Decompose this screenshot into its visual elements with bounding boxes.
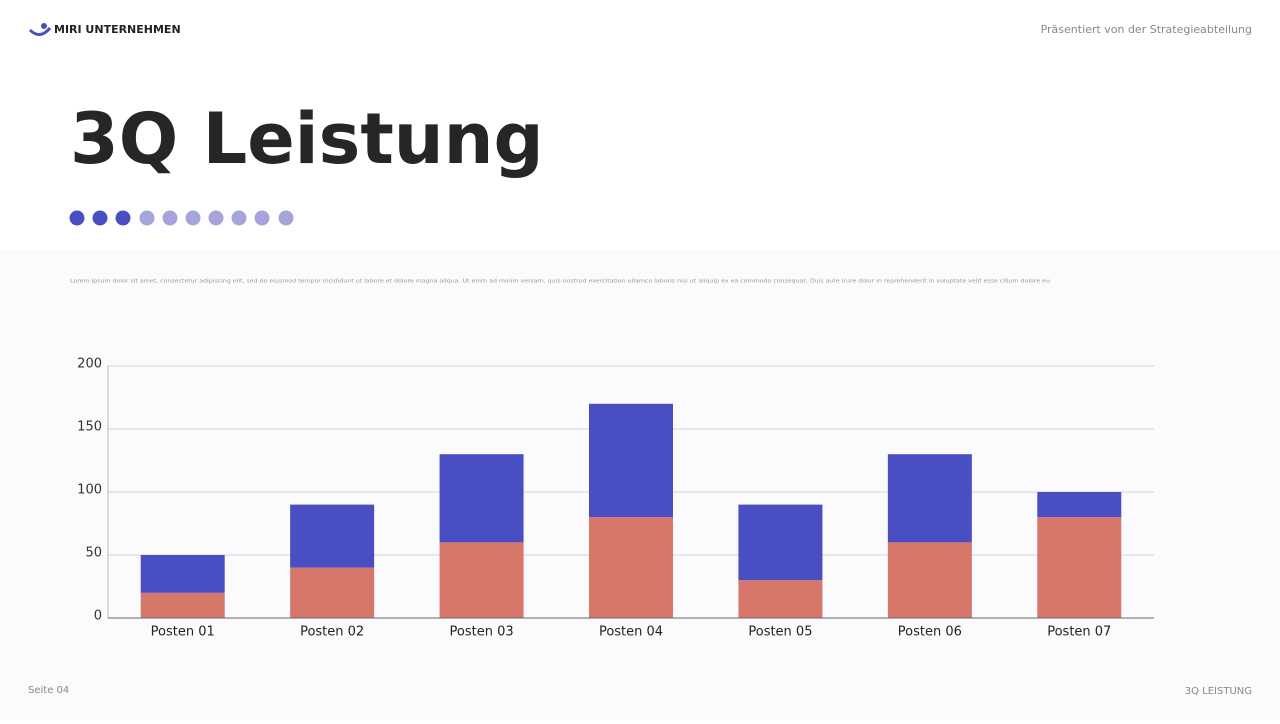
bar-segment — [589, 403, 673, 518]
bar-segment — [738, 580, 823, 618]
progress-dots — [69, 210, 294, 226]
bar-segment — [290, 567, 375, 618]
body-text: Lorem ipsum dolor sit amet, consectetur … — [70, 279, 1050, 285]
page-number: Seite 04 — [28, 685, 69, 696]
chart: 0 50 100 150 200 Posten 01 Posten 02 Posten 03 P… — [77, 357, 1154, 640]
logo-icon — [28, 23, 52, 36]
bar-segment — [1037, 492, 1122, 518]
bar-segment — [1037, 517, 1122, 618]
x-tick-label: Posten 01 — [151, 625, 215, 640]
x-tick-label: Posten 03 — [450, 625, 514, 640]
bar-segment — [439, 454, 524, 543]
x-tick-label: Posten 02 — [300, 625, 364, 640]
presenter: Präsentiert von der Strategieabteilung — [1041, 23, 1252, 36]
x-tick-label: Posten 06 — [898, 625, 962, 640]
x-tick-label: Posten 07 — [1047, 625, 1111, 640]
bar-segment — [887, 542, 972, 618]
logo-text: MIRI UNTERNEHMEN — [54, 23, 181, 36]
bar-segment — [290, 504, 375, 568]
slide-title: 3Q Leistung — [70, 98, 544, 180]
section-label: 3Q LEISTUNG — [1185, 686, 1252, 697]
y-tick-label: 100 — [77, 483, 102, 498]
x-tick-label: Posten 04 — [599, 625, 663, 640]
bar-segment — [738, 504, 823, 581]
y-tick-label: 200 — [77, 357, 102, 372]
x-tick-label: Posten 05 — [748, 625, 812, 640]
bar-segment — [140, 555, 225, 593]
y-tick-label: 0 — [94, 609, 102, 624]
y-tick-label: 150 — [77, 420, 102, 435]
bar-segment — [140, 592, 225, 618]
bar-segment — [887, 454, 972, 543]
y-tick-label: 50 — [85, 546, 102, 561]
bar-segment — [439, 542, 524, 618]
bar-segment — [589, 517, 673, 618]
